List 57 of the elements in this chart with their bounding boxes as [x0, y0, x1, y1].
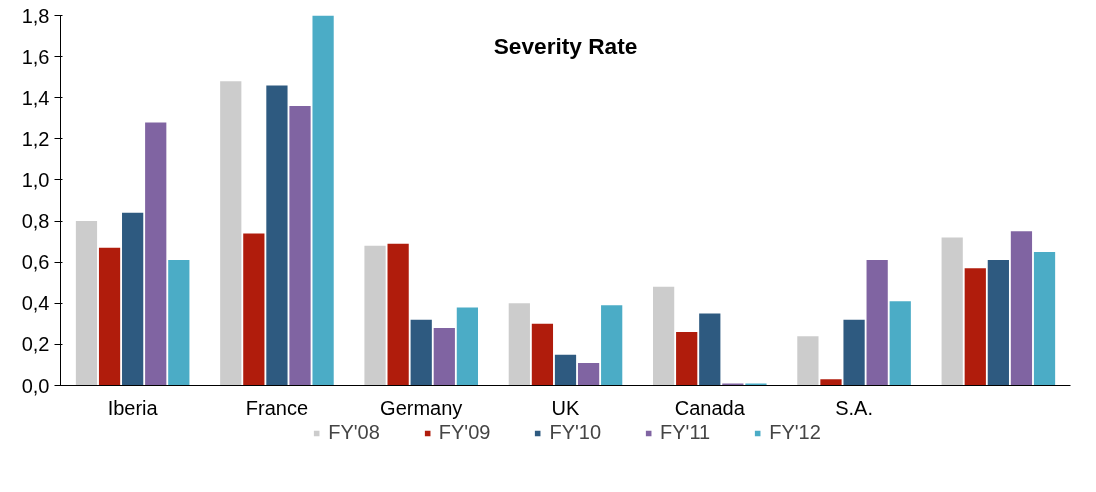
y-tick-label: 1,4: [21, 86, 50, 109]
x-tick-label: Canada: [674, 396, 746, 419]
y-tick-label: 0,6: [21, 251, 50, 274]
bar: [266, 85, 288, 386]
bar: [168, 260, 190, 386]
legend-label: FY'10: [549, 421, 602, 444]
y-tick-label: 1,2: [21, 127, 50, 150]
bar: [987, 260, 1009, 386]
bar: [122, 212, 144, 386]
y-tick-label: 1,0: [21, 168, 50, 191]
x-tick-label: Iberia: [107, 396, 159, 419]
bar: [220, 81, 242, 386]
bar: [941, 237, 963, 386]
x-tick-label: Germany: [380, 396, 463, 419]
bar: [1033, 251, 1056, 386]
bar: [889, 301, 911, 386]
bar: [289, 105, 311, 386]
y-tick-label: 0,4: [21, 292, 50, 315]
bar: [456, 307, 479, 386]
x-tick-label: S.A.: [835, 396, 873, 419]
text: Severity Rate: [493, 32, 638, 59]
legend-label: FY'12: [769, 421, 821, 444]
bar: [843, 319, 865, 386]
y-tick-label: 1,8: [21, 4, 50, 27]
x-tick-label: France: [245, 396, 309, 419]
y-tick-label: 0,8: [21, 210, 50, 233]
bar: [577, 362, 600, 386]
bar: [676, 332, 698, 386]
bar: [722, 383, 744, 386]
bar: [531, 323, 554, 386]
bar: [652, 286, 675, 386]
bar: [601, 305, 623, 386]
y-tick-label: 1,6: [21, 45, 50, 68]
bar: [387, 243, 409, 386]
legend-label: FY'08: [328, 421, 380, 444]
bar: [797, 336, 819, 386]
bar: [312, 15, 334, 386]
bar: [820, 379, 842, 386]
bar: [98, 247, 121, 386]
y-tick-label: 0,2: [21, 333, 50, 356]
bar: [75, 221, 98, 386]
bar: [699, 313, 721, 386]
bar: [866, 260, 888, 386]
legend-label: FY'09: [438, 421, 491, 444]
bar: [964, 268, 986, 386]
x-tick-label: UK: [551, 396, 581, 419]
bar: [243, 233, 265, 386]
y-tick-label: 0,0: [21, 374, 50, 397]
bar: [145, 122, 167, 386]
bar: [433, 327, 455, 386]
bar: [364, 245, 386, 386]
bar: [554, 354, 577, 386]
bar: [1010, 231, 1033, 386]
bar: [508, 303, 530, 386]
bar: [745, 383, 767, 386]
bar: [410, 319, 432, 386]
legend-label: FY'11: [660, 421, 711, 444]
